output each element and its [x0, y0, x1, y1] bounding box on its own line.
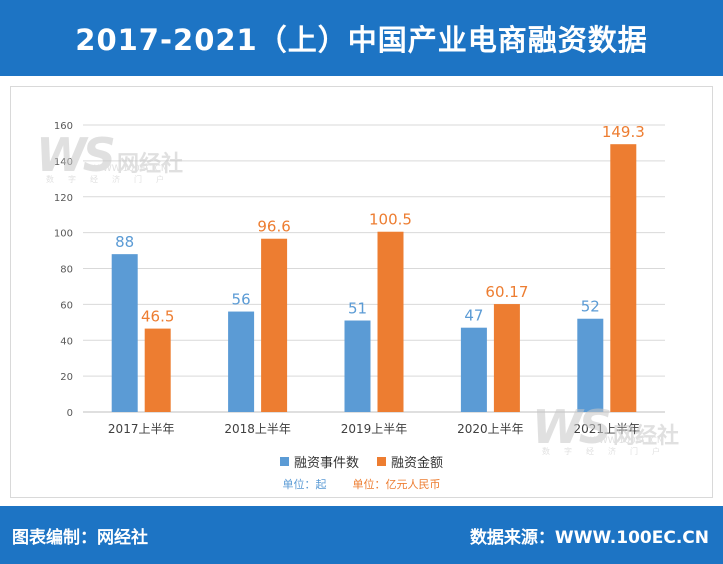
data-label: 96.6 [257, 218, 290, 236]
y-tick-label: 120 [54, 193, 73, 204]
page-title: 2017-2021（上）中国产业电商融资数据 [75, 23, 648, 57]
data-label: 88 [115, 233, 134, 251]
y-tick-label: 40 [60, 336, 73, 347]
y-tick-label: 60 [60, 300, 73, 311]
x-tick-label: 2021上半年 [574, 422, 641, 436]
data-label: 60.17 [485, 283, 528, 301]
bar-events [577, 318, 604, 412]
bar-amount [493, 304, 520, 412]
footer-banner: 图表编制：网经社 数据来源：WWW.100EC.CN [0, 506, 723, 564]
bar-amount [144, 328, 171, 412]
data-label: 47 [464, 307, 483, 325]
x-tick-label: 2018上半年 [224, 422, 291, 436]
y-tick-label: 100 [54, 229, 73, 240]
data-label: 52 [581, 298, 600, 316]
legend-label-events: 融资事件数 [293, 456, 359, 471]
data-label: 51 [348, 300, 367, 318]
x-tick-label: 2019上半年 [341, 422, 408, 436]
unit-note-amount: 单位：亿元人民币 [352, 478, 441, 491]
chart-legend: 融资事件数 融资金额 [0, 452, 723, 471]
unit-notes: 单位：起 单位：亿元人民币 [0, 476, 723, 492]
x-tick-label: 2017上半年 [108, 422, 175, 436]
legend-swatch-amount [377, 457, 386, 466]
footer-credit: 图表编制：网经社 [12, 527, 148, 548]
data-label: 149.3 [602, 123, 645, 141]
bar-events [344, 320, 371, 412]
bar-amount [377, 231, 404, 412]
bar-events [228, 311, 255, 412]
y-tick-label: 20 [60, 372, 73, 383]
legend-item-events: 融资事件数 [279, 452, 359, 471]
y-tick-label: 80 [60, 265, 73, 276]
bar-chart: 0 20 40 60 80 100 120 140 160 88 46.5 2017上半年 56 96.6… [54, 121, 665, 436]
y-tick-label: 160 [54, 121, 73, 132]
data-label: 46.5 [141, 308, 174, 326]
data-label: 56 [232, 291, 251, 309]
data-label: 100.5 [369, 211, 412, 229]
bar-amount [610, 144, 637, 413]
y-tick-label: 0 [67, 408, 73, 419]
legend-item-amount: 融资金额 [377, 452, 443, 471]
bar-events [111, 254, 138, 412]
legend-swatch-events [279, 457, 289, 466]
bar-amount [261, 238, 288, 412]
header-banner: 2017-2021（上）中国产业电商融资数据 [0, 0, 723, 76]
x-tick-label: 2020上半年 [457, 422, 524, 436]
chart-frame: 0 20 40 60 80 100 120 140 160 88 46.5 2017上半年 56 96.6… [10, 86, 713, 498]
y-tick-label: 140 [54, 157, 73, 168]
footer-source: 数据来源：WWW.100EC.CN [469, 527, 709, 548]
legend-label-amount: 融资金额 [391, 456, 444, 471]
bar-events [460, 327, 487, 412]
unit-note-events: 单位：起 [282, 478, 327, 491]
